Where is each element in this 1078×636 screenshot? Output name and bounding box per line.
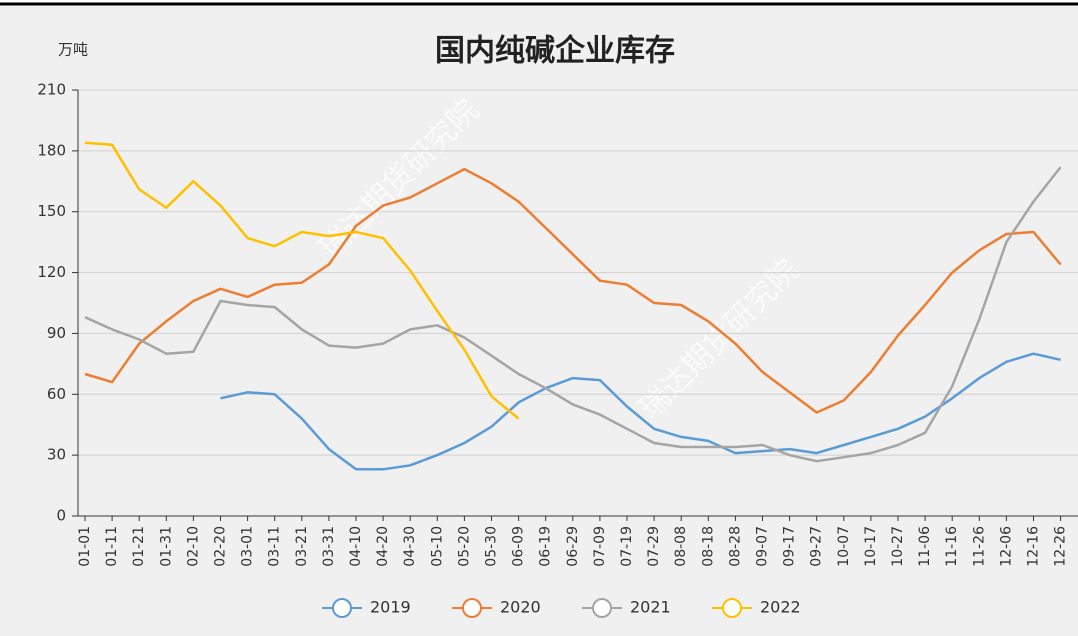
x-tick-label: 10-17: [863, 526, 879, 567]
x-tick-label: 06-09: [511, 526, 527, 567]
y-tick-label: 60: [47, 385, 66, 403]
legend-marker: [722, 598, 742, 618]
x-tick-label: 11-26: [971, 526, 987, 567]
series-line: [220, 352, 1061, 471]
y-axis-unit: 万吨: [58, 41, 88, 59]
x-tick-label: 05-30: [484, 526, 500, 567]
x-tick-label: 06-19: [538, 526, 554, 567]
legend-item: 2021: [582, 598, 671, 618]
x-tick-label: 06-29: [565, 526, 581, 567]
series-line: [84, 141, 520, 420]
x-tick-label: 02-20: [213, 526, 229, 567]
series-line: [84, 166, 1062, 463]
x-tick-label: 09-27: [809, 526, 825, 567]
x-tick-label: 07-29: [646, 526, 662, 567]
y-tick-label: 30: [47, 446, 66, 464]
x-tick-label: 09-07: [755, 526, 771, 567]
x-tick-label: 11-06: [917, 526, 933, 567]
x-tick-label: 09-17: [782, 526, 798, 567]
x-tick-label: 07-19: [619, 526, 635, 567]
x-tick-label: 10-27: [890, 526, 906, 567]
x-tick-label: 12-06: [998, 526, 1014, 567]
background: [0, 6, 1078, 636]
legend-item: 2020: [452, 598, 541, 618]
x-tick-label: 02-10: [185, 526, 201, 567]
x-tick-label: 05-20: [456, 526, 472, 567]
x-tick-label: 08-18: [700, 526, 716, 567]
x-tick-label: 12-26: [1053, 526, 1069, 567]
legend-marker: [332, 598, 352, 618]
x-tick-label: 05-10: [429, 526, 445, 567]
x-tick-label: 01-21: [131, 526, 147, 567]
x-tick-label: 03-21: [294, 526, 310, 567]
chart-title: 国内纯碱企业库存: [435, 34, 675, 69]
legend-label: 2019: [370, 598, 411, 617]
y-tick-label: 90: [47, 324, 66, 342]
x-tick-label: 08-08: [673, 526, 689, 567]
y-tick-label: 120: [37, 263, 66, 281]
x-tick-label: 12-16: [1026, 526, 1042, 567]
legend-marker: [592, 598, 612, 618]
x-tick-label: 04-10: [348, 526, 364, 567]
x-tick-label: 04-20: [375, 526, 391, 567]
x-tick-label: 07-09: [592, 526, 608, 567]
y-tick-label: 210: [37, 81, 66, 99]
series-line: [84, 167, 1062, 414]
legend-label: 2022: [760, 598, 801, 617]
x-tick-label: 01-11: [104, 526, 120, 567]
legend-label: 2021: [630, 598, 671, 617]
x-tick-label: 03-01: [240, 526, 256, 567]
x-tick-label: 03-11: [267, 526, 283, 567]
x-tick-label: 04-30: [402, 526, 418, 567]
y-tick-label: 180: [37, 141, 66, 159]
legend-item: 2019: [322, 598, 411, 618]
x-tick-label: 10-07: [836, 526, 852, 567]
legend-label: 2020: [500, 598, 541, 617]
y-tick-label: 150: [37, 202, 66, 220]
y-tick-label: 0: [56, 507, 66, 525]
x-tick-label: 11-16: [944, 526, 960, 567]
x-tick-label: 03-31: [321, 526, 337, 567]
x-tick-label: 01-31: [158, 526, 174, 567]
x-tick-label: 01-01: [77, 526, 93, 567]
legend-marker: [462, 598, 482, 618]
x-tick-label: 08-28: [727, 526, 743, 567]
legend-item: 2022: [712, 598, 801, 618]
